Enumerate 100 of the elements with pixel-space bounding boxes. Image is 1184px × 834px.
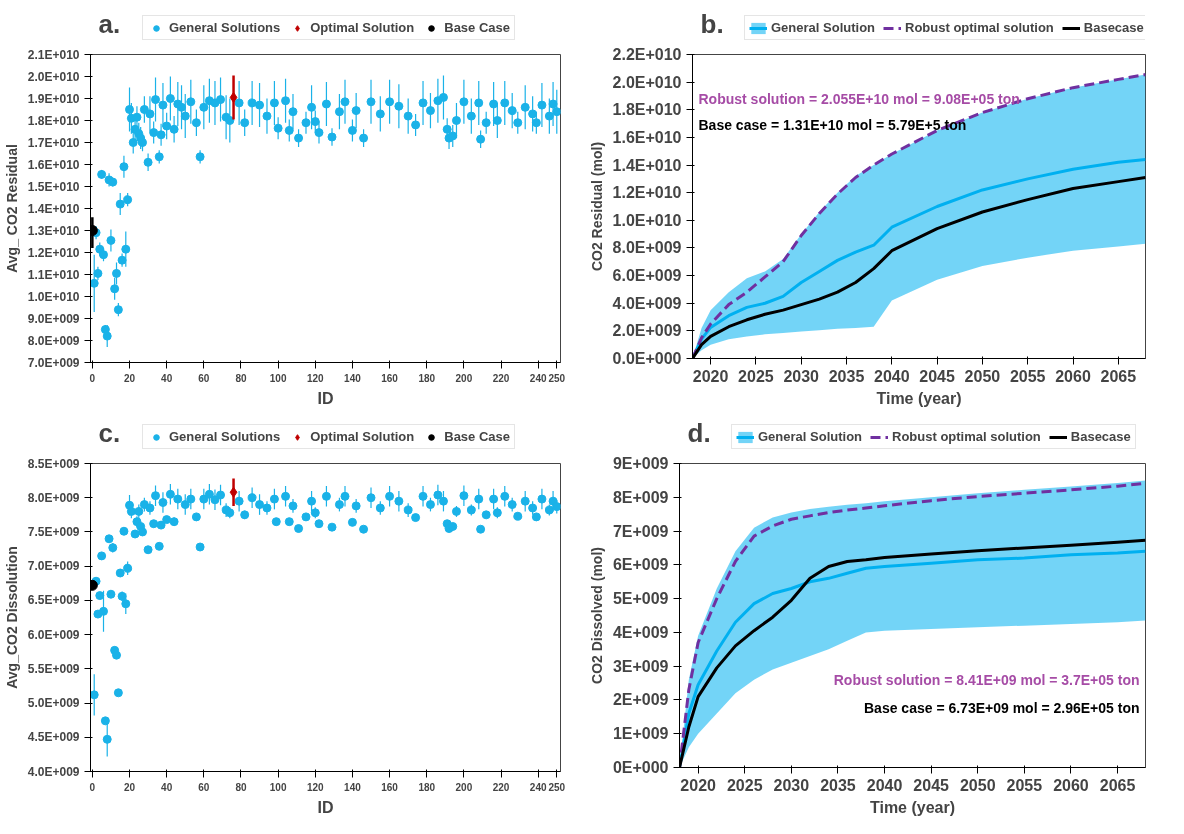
x-tick-label: 120 bbox=[306, 372, 325, 384]
x-tick-label: 100 bbox=[269, 372, 287, 384]
legend-label: Base Case bbox=[444, 20, 511, 35]
x-tick-label: 250 bbox=[548, 372, 566, 384]
x-tick-label: 2060 bbox=[1053, 776, 1089, 794]
y-tick-label: 8.5E+009 bbox=[27, 456, 80, 471]
y-tick-label: 2.1E+010 bbox=[27, 47, 80, 62]
x-tick-label: 2025 bbox=[738, 367, 774, 385]
x-tick-label: 220 bbox=[492, 372, 510, 384]
legend-label: General Solutions bbox=[169, 429, 281, 444]
x-tick-label: 80 bbox=[235, 372, 247, 384]
y-axis-title: Avg_CO2 Dissolution bbox=[3, 546, 20, 689]
y-tick-label: 6.5E+009 bbox=[27, 593, 80, 608]
x-tick-label: 180 bbox=[418, 781, 436, 793]
y-axis-title: CO2 Dissolved (mol) bbox=[588, 547, 605, 684]
annotation: Base case = 6.73E+09 mol = 2.96E+05 ton bbox=[863, 699, 1140, 716]
y-tick-label: 1.5E+010 bbox=[27, 179, 80, 194]
x-axis-title: Time (year) bbox=[869, 798, 956, 816]
legend-label: Base Case bbox=[444, 429, 511, 444]
y-tick-label: 6.0E+009 bbox=[612, 267, 682, 285]
y-tick-label: 2.0E+010 bbox=[612, 73, 682, 91]
legend-label: Robust optimal solution bbox=[905, 20, 1054, 35]
chart-title: a. bbox=[98, 8, 121, 39]
legend-label: General Solutions bbox=[169, 20, 281, 35]
y-tick-label: 7E+009 bbox=[612, 522, 669, 540]
x-tick-label: 240 bbox=[529, 781, 547, 793]
x-tick-label: 60 bbox=[198, 372, 210, 384]
x-tick-label: 2050 bbox=[964, 367, 1001, 385]
x-axis-title: ID bbox=[317, 389, 334, 407]
x-tick-label: 20 bbox=[123, 372, 136, 384]
y-tick-label: 0E+000 bbox=[612, 759, 669, 776]
x-tick-label: 200 bbox=[455, 781, 473, 793]
x-tick-label: 2020 bbox=[692, 367, 729, 385]
x-tick-label: 160 bbox=[381, 372, 399, 384]
y-axis-title: Avg_ CO2 Residual bbox=[3, 144, 20, 273]
legend-label: General Solution bbox=[758, 429, 863, 444]
legend-label: General Solution bbox=[771, 20, 876, 35]
y-tick-label: 1.6E+010 bbox=[612, 128, 682, 146]
x-tick-label: 2025 bbox=[726, 776, 763, 794]
legend-label: Optimal Solution bbox=[310, 429, 415, 444]
y-tick-label: 9.0E+009 bbox=[27, 311, 80, 326]
x-tick-label: 2055 bbox=[1006, 776, 1043, 794]
x-tick-label: 2050 bbox=[959, 776, 996, 794]
y-tick-label: 1.9E+010 bbox=[27, 91, 80, 106]
y-axis-title: CO2 Residual (mol) bbox=[588, 141, 605, 272]
y-tick-label: 1.0E+010 bbox=[612, 211, 682, 229]
x-tick-label: 0 bbox=[89, 781, 96, 793]
y-tick-label: 6.0E+009 bbox=[27, 627, 80, 642]
x-tick-label: 180 bbox=[418, 372, 436, 384]
annotation: Robust solution = 2.055E+10 mol = 9.08E+05 ton bbox=[698, 90, 1020, 107]
legend-label: Basecase bbox=[1083, 20, 1144, 35]
y-tick-label: 1.7E+010 bbox=[27, 135, 80, 150]
y-tick-label: 7.5E+009 bbox=[27, 524, 80, 539]
y-tick-label: 1.4E+010 bbox=[27, 201, 80, 216]
x-tick-label: 2035 bbox=[820, 776, 856, 794]
x-axis-title: Time (year) bbox=[876, 389, 962, 407]
x-tick-label: 2055 bbox=[1009, 367, 1046, 385]
y-tick-label: 8.0E+009 bbox=[612, 239, 682, 257]
x-tick-label: 2045 bbox=[913, 776, 950, 794]
y-tick-label: 1.4E+010 bbox=[612, 156, 682, 174]
y-tick-label: 2.0E+009 bbox=[612, 322, 682, 340]
x-axis-title: ID bbox=[317, 798, 334, 816]
x-tick-label: 140 bbox=[344, 781, 362, 793]
y-tick-label: 4.5E+009 bbox=[27, 730, 80, 745]
y-tick-label: 2E+009 bbox=[612, 691, 669, 709]
x-tick-label: 2065 bbox=[1099, 776, 1136, 794]
x-tick-label: 160 bbox=[381, 781, 399, 793]
y-tick-label: 9E+009 bbox=[612, 455, 669, 472]
legend-label: Optimal Solution bbox=[310, 20, 415, 35]
y-tick-label: 6E+009 bbox=[612, 556, 669, 574]
y-tick-label: 4E+009 bbox=[612, 623, 669, 641]
x-tick-label: 40 bbox=[161, 372, 173, 384]
x-tick-label: 60 bbox=[198, 781, 210, 793]
x-tick-label: 140 bbox=[344, 372, 362, 384]
y-tick-label: 5E+009 bbox=[612, 590, 669, 608]
chart-title: c. bbox=[98, 417, 121, 448]
legend-label: Robust optimal solution bbox=[892, 429, 1041, 444]
chart-title: b. bbox=[700, 8, 724, 39]
x-tick-label: 0 bbox=[89, 372, 96, 384]
x-tick-label: 2030 bbox=[773, 776, 810, 794]
y-tick-label: 1.6E+010 bbox=[27, 157, 80, 172]
y-tick-label: 1.1E+010 bbox=[27, 267, 80, 282]
legend-label: Basecase bbox=[1070, 429, 1131, 444]
x-tick-label: 100 bbox=[269, 781, 287, 793]
x-tick-label: 120 bbox=[306, 781, 325, 793]
x-tick-label: 40 bbox=[161, 781, 173, 793]
x-tick-label: 220 bbox=[492, 781, 510, 793]
x-tick-label: 2040 bbox=[866, 776, 903, 794]
x-tick-label: 80 bbox=[235, 781, 247, 793]
x-tick-label: 2035 bbox=[828, 367, 865, 385]
y-tick-label: 0.0E+000 bbox=[612, 350, 682, 367]
y-tick-label: 1.8E+010 bbox=[27, 113, 80, 128]
y-tick-label: 1.2E+010 bbox=[27, 245, 80, 260]
y-tick-label: 8.0E+009 bbox=[27, 490, 80, 505]
y-tick-label: 7.0E+009 bbox=[27, 355, 80, 370]
y-tick-label: 3E+009 bbox=[612, 657, 669, 675]
x-tick-label: 2065 bbox=[1100, 367, 1137, 385]
y-tick-label: 4.0E+009 bbox=[612, 294, 682, 312]
y-tick-label: 4.0E+009 bbox=[27, 764, 80, 779]
y-tick-label: 2.2E+010 bbox=[612, 46, 682, 63]
